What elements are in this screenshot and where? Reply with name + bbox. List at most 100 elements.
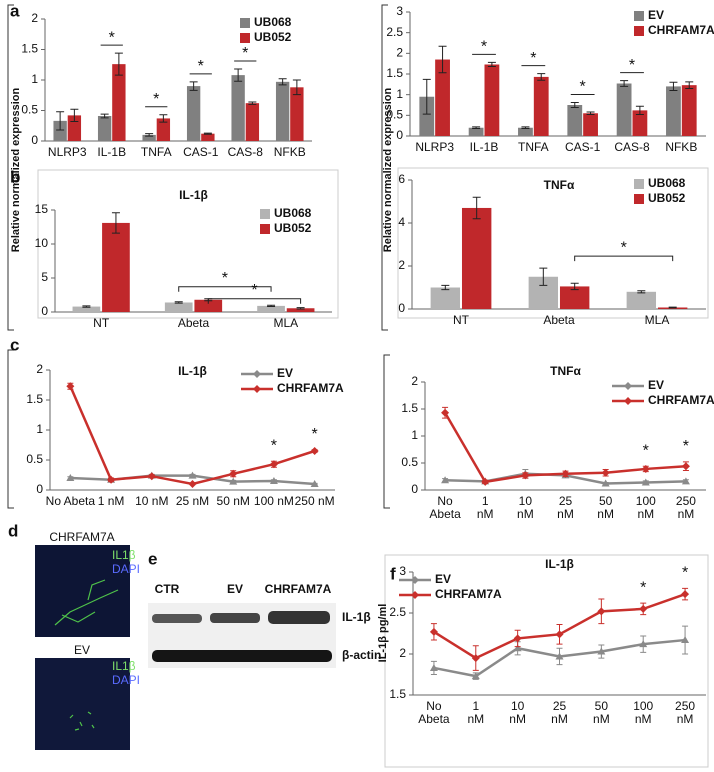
- x-tick-label: IL-1B: [97, 145, 126, 159]
- y-tick-label: 0.5: [386, 108, 403, 122]
- band: [210, 613, 260, 623]
- bar: [231, 75, 245, 141]
- legend-swatch: [240, 18, 250, 28]
- marker: [229, 477, 238, 485]
- marker: [66, 382, 75, 391]
- y-tick-label: 15: [35, 202, 49, 216]
- marker: [188, 471, 197, 479]
- frame: [397, 167, 709, 319]
- y-tick-label: 1: [31, 72, 38, 86]
- significance: *: [580, 79, 586, 96]
- bar: [484, 64, 500, 136]
- bar: [559, 286, 590, 309]
- row-label: β-actin: [342, 648, 381, 662]
- significance: *: [153, 91, 159, 108]
- y-tick-label: 0: [396, 128, 403, 142]
- x-tick-label: NFKB: [274, 145, 306, 159]
- marker: [429, 627, 438, 636]
- error-bar: [159, 114, 168, 123]
- significance: *: [242, 45, 248, 62]
- y-tick-label: 2: [399, 646, 406, 660]
- x-tick-label: 1 nM: [467, 699, 484, 726]
- frame: [381, 4, 388, 331]
- marker: [269, 460, 278, 469]
- legend-marker: [624, 397, 632, 405]
- error-bar: [422, 78, 431, 115]
- significance: *: [682, 565, 688, 582]
- error-bar: [267, 304, 276, 308]
- y-tick-label: 1.5: [386, 66, 403, 80]
- significance: *: [198, 58, 204, 75]
- band: [152, 650, 332, 662]
- lane-label: CTR: [155, 582, 180, 596]
- bar: [616, 83, 632, 136]
- y-tick-label: 2.5: [386, 25, 403, 39]
- bar: [681, 85, 697, 136]
- significance: *: [222, 270, 228, 287]
- y-tick-label: 1: [411, 428, 418, 442]
- marker: [107, 475, 116, 484]
- error-bar: [70, 108, 79, 122]
- y-tick-label: 2.5: [389, 605, 406, 619]
- row-label: IL-1β: [342, 610, 371, 624]
- error-bar: [472, 196, 481, 220]
- x-tick-label: 100 nM: [254, 494, 294, 508]
- image-title: CHRFAM7A: [49, 530, 114, 544]
- legend-swatch: [260, 224, 270, 234]
- bar: [201, 133, 215, 141]
- marker: [681, 590, 690, 599]
- bracket: [574, 255, 674, 262]
- y-tick-label: 0: [31, 133, 38, 147]
- marker: [597, 647, 606, 655]
- bar: [72, 306, 101, 312]
- marker: [471, 654, 480, 663]
- marker: [310, 447, 319, 455]
- y-tick-label: 0: [41, 304, 48, 318]
- band: [268, 611, 330, 624]
- y-tick-label: 1: [36, 422, 43, 436]
- frame: [37, 169, 339, 319]
- y-tick-label: 6: [398, 172, 405, 186]
- legend-label: UB052: [648, 191, 686, 205]
- y-tick-label: 2: [31, 11, 38, 25]
- x-tick-label: IL-1B: [470, 140, 499, 154]
- signal: [69, 711, 95, 731]
- error-bar: [570, 102, 579, 108]
- marker: [429, 663, 438, 671]
- x-tick-label: 1 nM: [98, 494, 125, 508]
- x-tick-label: 10 nM: [135, 494, 168, 508]
- marker: [641, 464, 650, 473]
- frame: [7, 4, 14, 331]
- y-tick-label: 1.5: [21, 42, 38, 56]
- panel-label: f: [390, 564, 396, 583]
- legend-swatch: [634, 26, 644, 36]
- lane-label: CHRFAM7A: [265, 582, 332, 596]
- error-bar: [145, 133, 154, 137]
- error-bar: [438, 45, 447, 74]
- marker: [555, 652, 564, 660]
- bar: [286, 308, 315, 312]
- x-tick-label: TNFA: [518, 140, 549, 154]
- y-axis-label: Relative normalized expression: [382, 87, 394, 252]
- y-tick-label: 3: [399, 564, 406, 578]
- panel-label: b: [10, 167, 20, 186]
- error-bar: [539, 267, 548, 286]
- significance: *: [643, 442, 649, 459]
- error-bar: [570, 282, 579, 291]
- marker: [66, 474, 75, 481]
- chart-title: IL-1β: [545, 557, 574, 571]
- bar: [430, 287, 461, 309]
- micrograph: [35, 658, 130, 750]
- panel-label: a: [10, 1, 20, 20]
- marker: [471, 672, 480, 680]
- bar: [583, 113, 598, 136]
- error-bar: [56, 111, 65, 131]
- marker: [441, 476, 450, 484]
- marker: [513, 644, 522, 652]
- bar: [518, 127, 533, 136]
- marker: [681, 636, 690, 644]
- marker: [601, 468, 610, 477]
- marker: [188, 480, 197, 488]
- legend-label: CHRFAM7A: [648, 393, 714, 407]
